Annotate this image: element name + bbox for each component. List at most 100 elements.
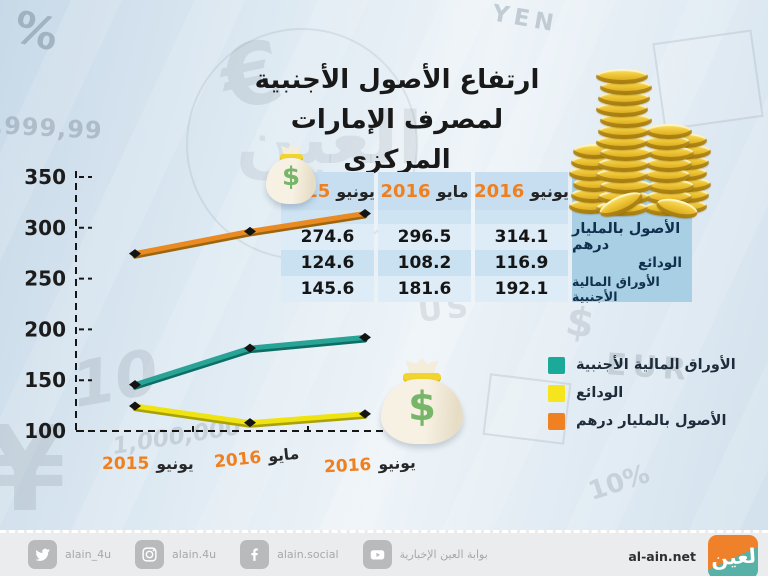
- table-cell: 314.1: [475, 224, 568, 250]
- alain-logo-text: لعين: [709, 543, 757, 571]
- table-header: يونيو 2016: [474, 172, 569, 210]
- gold-coin: [648, 146, 694, 161]
- data-point-marker: [359, 332, 371, 342]
- gold-coin: [596, 69, 648, 84]
- title-line-2: لمصرف الإمارات المركزي: [290, 105, 504, 175]
- facebook-icon[interactable]: [240, 540, 270, 569]
- legend-item-securities: الأوراق المالية الأجنبية: [548, 356, 736, 374]
- legend-swatch-teal: [548, 356, 565, 374]
- gold-coin: [598, 91, 650, 106]
- page-title: ارتفاع الأصول الأجنبية لمصرف الإمارات ال…: [252, 60, 542, 180]
- gold-coin: [571, 155, 614, 170]
- table-cell: 296.5: [378, 224, 471, 250]
- legend-label: الأصول بالمليار درهم: [576, 413, 727, 429]
- gold-coin: [646, 124, 692, 139]
- table-header: يونيو 2015: [280, 172, 375, 210]
- y-axis-tick-label: 150: [24, 368, 66, 392]
- twitter-icon[interactable]: [28, 540, 57, 569]
- data-point-marker: [129, 401, 141, 411]
- x-label-month: يونيو: [156, 455, 194, 473]
- legend-item-deposits: الودائع: [548, 384, 736, 402]
- row-label-securities: الأوراق المالية الأجنبية: [572, 274, 660, 304]
- footer-bar: alain_4u alain.4u alain.social بوابة الع…: [0, 530, 768, 576]
- gold-coin: [596, 102, 648, 117]
- series-line: [132, 334, 368, 388]
- youtube-link[interactable]: بوابة العين الإخبارية: [362, 540, 488, 569]
- data-point-marker: [244, 418, 256, 428]
- y-axis-tick-label: 300: [24, 216, 66, 240]
- series-line-shadow: [132, 337, 368, 390]
- gold-coin: [666, 144, 711, 159]
- header-year: 2016: [380, 180, 431, 202]
- banknote-sketch: [652, 29, 764, 131]
- gold-coin: [598, 124, 650, 139]
- data-point-marker: [359, 409, 371, 419]
- gold-coin: [600, 146, 652, 161]
- table-cell: 274.6: [281, 224, 374, 250]
- y-axis-tick-label: 100: [24, 419, 66, 443]
- instagram-icon[interactable]: [135, 540, 165, 569]
- table-row-labels-column: الأصول بالمليار درهم الودائع الأوراق الم…: [572, 172, 692, 304]
- youtube-icon[interactable]: [362, 540, 392, 569]
- chart-legend: الأوراق المالية الأجنبية الودائع الأصول …: [548, 356, 736, 440]
- instagram-link[interactable]: alain.4u: [135, 540, 216, 569]
- yuan-watermark: ¥: [0, 400, 67, 538]
- gold-coin: [600, 113, 652, 128]
- data-point-marker: [244, 343, 256, 353]
- table-header: مايو 2016: [378, 172, 471, 210]
- row-label-assets: الأصول بالمليار درهم: [572, 221, 681, 253]
- yen-watermark: YEN: [490, 0, 561, 38]
- x-label-year: 2016: [323, 454, 372, 478]
- table-cell: 116.9: [475, 250, 568, 276]
- dollar-watermark: $: [562, 297, 598, 349]
- gold-coin: [662, 133, 707, 148]
- social-links: alain_4u alain.4u alain.social بوابة الع…: [28, 540, 488, 569]
- x-axis-label-jun-2015: يونيو 2015: [102, 454, 194, 474]
- facebook-link[interactable]: alain.social: [240, 540, 339, 569]
- legend-swatch-orange: [548, 412, 565, 430]
- table-column-jun-2016: يونيو 2016 314.1 116.9 192.1: [474, 172, 569, 302]
- legend-label: الأوراق المالية الأجنبية: [576, 357, 736, 373]
- x-label-month: مايو: [267, 444, 301, 466]
- gold-coin: [598, 157, 650, 172]
- table-cell: 108.2: [378, 250, 471, 276]
- instagram-handle[interactable]: alain.4u: [172, 548, 217, 561]
- x-label-month: يونيو: [377, 453, 417, 474]
- x-label-year: 2016: [213, 447, 263, 473]
- series-line: [132, 403, 368, 426]
- data-table: يونيو 2015 274.6 124.6 145.6 مايو 2016 2…: [280, 172, 692, 304]
- money-bag-large: $: [381, 358, 463, 444]
- table-column-jun-2015: يونيو 2015 274.6 124.6 145.6: [280, 172, 375, 302]
- x-axis-label-may-2016: مايو 2016: [213, 444, 300, 473]
- website-url[interactable]: al-ain.net: [628, 549, 696, 564]
- y-axis-tick-label: 200: [24, 317, 66, 341]
- twitter-handle[interactable]: alain_4u: [65, 548, 112, 561]
- dollar-sign: $: [408, 383, 436, 430]
- header-month: مايو: [436, 181, 469, 201]
- data-point-marker: [129, 249, 141, 259]
- youtube-handle[interactable]: بوابة العين الإخبارية: [399, 548, 488, 561]
- header-year: 2016: [474, 180, 525, 202]
- x-axis-label-jun-2016: يونيو 2016: [324, 453, 417, 478]
- title-line-1: ارتفاع الأصول الأجنبية: [254, 65, 540, 95]
- y-axis-tick-label: 250: [24, 267, 66, 291]
- ten-percent-watermark: 10%: [584, 459, 654, 507]
- alain-logo: لعين: [708, 535, 758, 576]
- table-cell: 145.6: [281, 276, 374, 302]
- twitter-link[interactable]: alain_4u: [28, 540, 111, 569]
- gold-coin: [664, 155, 709, 170]
- row-label-deposits: الودائع: [637, 255, 682, 271]
- legend-swatch-yellow: [548, 384, 565, 402]
- data-point-marker: [244, 226, 256, 236]
- gold-coin: [596, 135, 648, 150]
- coin10-watermark: 10: [66, 335, 164, 422]
- header-month: يونيو: [530, 181, 569, 201]
- gold-coin: [573, 144, 616, 159]
- header-month: يونيو: [336, 181, 375, 201]
- legend-label: الودائع: [576, 385, 624, 401]
- facebook-handle[interactable]: alain.social: [277, 548, 339, 561]
- gold-coin: [644, 135, 690, 150]
- percent-watermark: %: [8, 1, 64, 62]
- series-line-shadow: [132, 406, 368, 428]
